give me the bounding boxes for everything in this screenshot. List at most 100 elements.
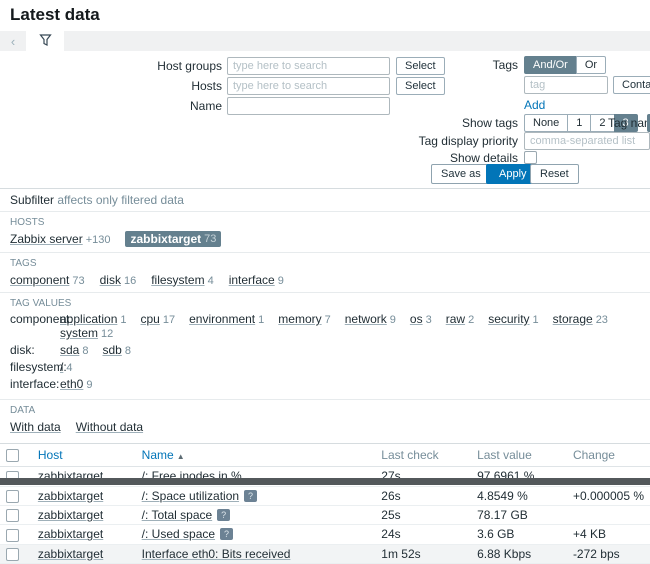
filter-form: Host groups Select Hosts Select Name Tag… [0,51,650,188]
row-checkbox[interactable] [6,489,19,503]
reset-button[interactable]: Reset [530,164,579,184]
subfilter-link-zabbix-server[interactable]: Zabbix server [10,232,83,246]
tag-value-count: 8 [82,345,89,357]
name-input[interactable] [227,97,390,115]
table-row: zabbixtarget Interface eth0: Bits receive… [0,544,650,564]
segment-3[interactable]: 3 [613,114,638,132]
sort-by-name[interactable]: Name [141,448,174,463]
tag-value-item: network 9 [345,312,396,326]
tag-value-link[interactable]: storage [552,312,593,326]
tag-value-group-name: component: [10,312,73,326]
item-name-link[interactable]: /: Total space [141,508,213,523]
tag-value-item: /4 [60,360,72,374]
tag-value-items: eth0 9 [60,377,92,391]
tag-value-link[interactable]: raw [445,312,466,326]
subfilter-link-component[interactable]: component [10,272,70,287]
tag-value-count: 4 [66,362,73,374]
subfilter-link-disk[interactable]: disk [99,272,121,287]
tag-operator-select[interactable]: Contains [613,76,650,94]
sort-by-host[interactable]: Host [37,448,63,463]
tag-value-count: 8 [124,345,131,357]
host-link[interactable]: zabbixtarget [37,488,104,503]
tag-value-item: cpu 17 [141,312,176,326]
row-checkbox[interactable] [6,509,19,523]
tag-value-count: 12 [101,328,114,340]
tag-value-link[interactable]: eth0 [60,377,84,391]
horizontal-scrollbar[interactable] [0,478,650,485]
tab-filter[interactable] [26,31,64,51]
row-checkbox-cell [0,486,32,506]
tag-value-link[interactable]: environment [189,312,256,326]
item-name-link[interactable]: Interface eth0: Bits received [141,546,291,561]
tag-value-count: 9 [86,379,93,391]
show-details-checkbox[interactable] [524,151,537,164]
hosts-select-button[interactable]: Select [396,77,445,95]
segment-and-or[interactable]: And/Or [524,56,577,74]
tag-value-link[interactable]: cpu [140,312,160,326]
item-name-cell: /: Used space? [135,524,376,545]
subfilter-tag-values-block: TAG VALUES component: application 1 cpu 17 en… [0,293,650,400]
tags-operator-segmented: And/Or Or [524,56,607,74]
item-name-link[interactable]: /: Used space [141,527,216,542]
select-all-checkbox[interactable] [6,449,19,463]
apply-button[interactable]: Apply [486,164,540,184]
tag-value-count: 1 [532,314,539,326]
data-chip-row: With data Without data [10,419,640,434]
row-checkbox[interactable] [6,547,19,561]
item-name-link[interactable]: /: Space utilization [141,488,240,503]
tag-value-link[interactable]: application [60,312,118,326]
tag-value-link[interactable]: memory [278,312,322,326]
tag-value-item: sdb 8 [102,343,130,357]
last-check-cell: 24s [375,524,472,545]
save-as-button[interactable]: Save as [431,164,491,184]
hosts-input[interactable] [227,77,390,95]
host-cell: zabbixtarget [31,544,136,564]
tags-heading: TAGS [10,258,37,269]
tags-chip-row: component 73 disk 16 filesystem 4 interface 9 [10,272,640,287]
subfilter-link-with-data[interactable]: With data [10,419,61,434]
tag-value-link[interactable]: security [488,312,530,326]
subfilter-link-without-data[interactable]: Without data [75,419,144,434]
subfilter-title: Subfilter [10,193,55,207]
tag-value-item: storage 23 [553,312,608,326]
tag-value-link[interactable]: network [344,312,387,326]
tag-value-count: 7 [324,314,331,326]
subfilter-tags-block: TAGS component 73 disk 16 filesystem 4 interfa… [0,253,650,293]
tag-value-count: 17 [162,314,176,326]
segment-1[interactable]: 1 [567,114,592,132]
item-description-icon[interactable]: ? [244,489,258,502]
host-link[interactable]: zabbixtarget [37,508,104,523]
row-checkbox[interactable] [6,528,19,542]
item-description-icon[interactable]: ? [217,509,231,522]
last-value-cell: 6.88 Kbps [471,544,567,564]
tag-input[interactable] [524,76,608,94]
subfilter-chip-zabbixtarget[interactable]: zabbixtarget 73 [125,231,222,247]
subfilter-link-interface[interactable]: interface [228,272,275,287]
show-tags-segmented: None 1 2 3 [524,114,638,132]
host-groups-select-button[interactable]: Select [396,57,445,75]
subfilter-item-component: component 73 [10,273,85,287]
subfilter-item-disk: disk 16 [100,273,137,287]
segment-none[interactable]: None [524,114,569,132]
tag-display-priority-input[interactable] [524,132,650,150]
tag-value-item: os 3 [410,312,432,326]
tag-value-link[interactable]: / [60,360,64,374]
subfilter-link-filesystem[interactable]: filesystem [151,272,205,287]
host-groups-input[interactable] [227,57,390,75]
host-link[interactable]: zabbixtarget [37,546,104,561]
tag-name-label: Tag name [608,116,650,130]
host-link[interactable]: zabbixtarget [37,527,104,542]
add-tag-link[interactable]: Add [524,98,546,112]
filter-tabbar: ‹ [0,31,650,51]
tag-value-link[interactable]: sdb [102,343,122,357]
collapse-filter-chevron-icon[interactable]: ‹ [10,33,16,49]
tag-value-link[interactable]: os [409,312,423,326]
tag-value-link[interactable]: system [60,326,99,340]
item-description-icon[interactable]: ? [220,528,234,541]
segment-or[interactable]: Or [575,56,607,74]
tag-value-link[interactable]: sda [60,343,80,357]
subfilter-item-without-data: Without data [76,420,143,434]
show-tags-label: Show tags [461,116,518,130]
hosts-label: Hosts [191,79,222,93]
tag-name-full-segment[interactable] [647,114,650,132]
